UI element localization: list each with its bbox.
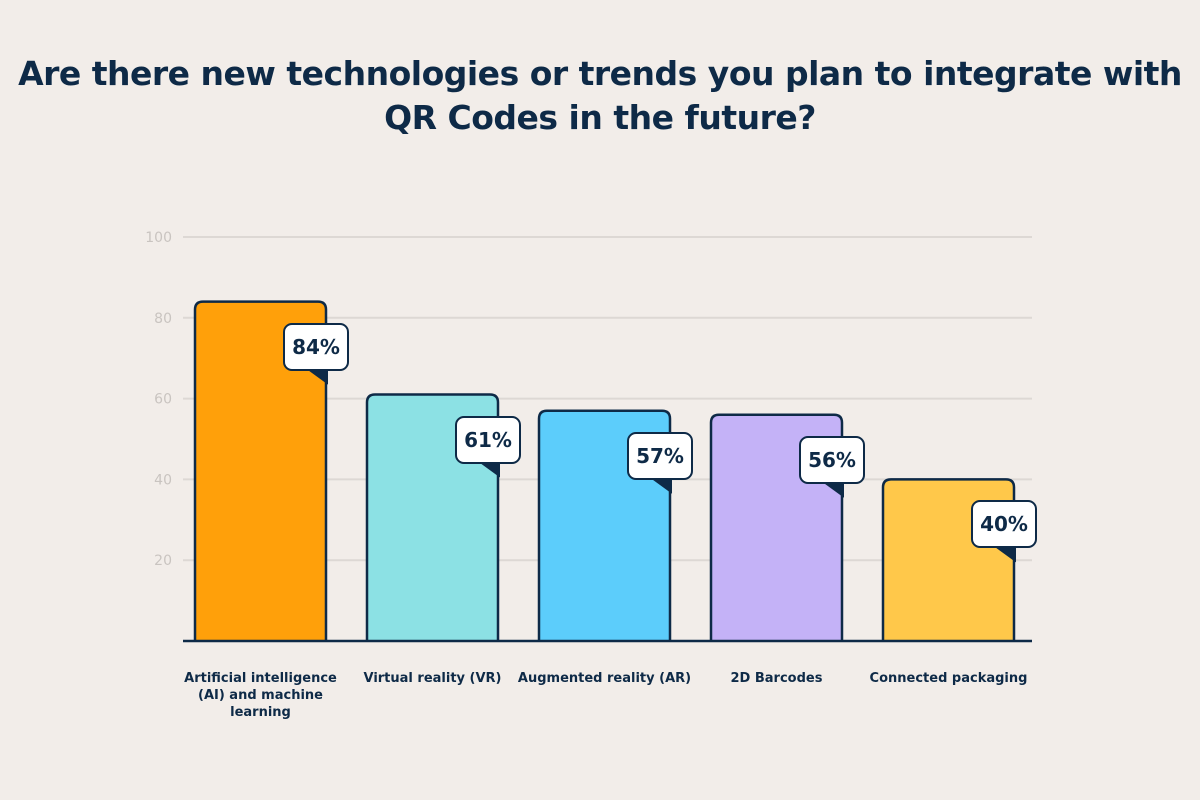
y-tick-label: 20 <box>154 553 172 569</box>
data-label: 84% <box>283 322 349 371</box>
x-category-label: 2D Barcodes <box>730 671 823 686</box>
x-category-label: Augmented reality (AR) <box>517 671 692 686</box>
data-label-tail <box>650 477 672 494</box>
chart-title: Are there new technologies or trends you… <box>18 54 1182 137</box>
x-category-label: Virtual reality (VR) <box>363 671 502 686</box>
data-label: 57% <box>627 431 693 480</box>
data-label-tail <box>822 481 844 498</box>
data-label: 40% <box>971 500 1037 549</box>
x-category-label: Connected packaging <box>869 671 1028 686</box>
y-tick-label: 80 <box>154 311 172 327</box>
y-tick-label: 60 <box>154 392 172 408</box>
x-category-label: Artificial intelligence (AI) and machine… <box>184 671 337 720</box>
data-label: 61% <box>455 415 521 464</box>
y-tick-label: 40 <box>154 472 172 488</box>
bar <box>193 300 328 641</box>
data-label-tail <box>478 461 500 478</box>
y-tick-label: 100 <box>145 230 172 246</box>
data-label: 56% <box>799 435 865 484</box>
data-label-tail <box>994 546 1016 563</box>
data-label-tail <box>306 368 328 385</box>
